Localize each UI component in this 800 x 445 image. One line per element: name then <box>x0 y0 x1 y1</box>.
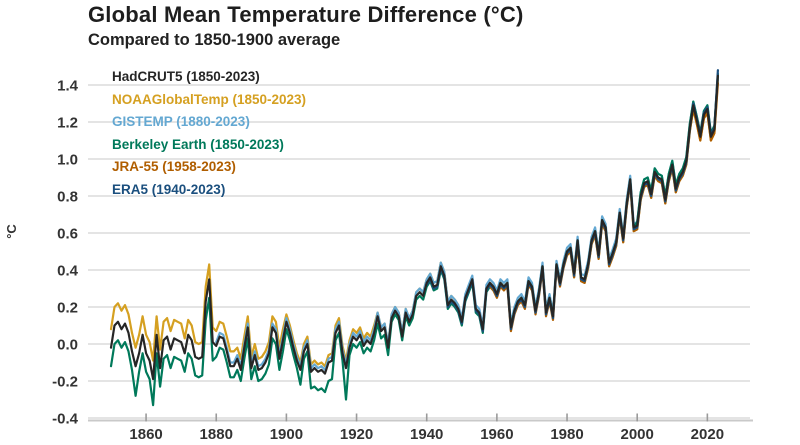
x-tick-label: 1860 <box>129 426 162 443</box>
y-tick-label: 0.4 <box>57 263 79 280</box>
series-line-jra55 <box>488 82 720 333</box>
y-tick-label: 0.6 <box>57 226 78 243</box>
x-tick-label: 1900 <box>270 426 303 443</box>
x-tick-label: 1940 <box>410 426 443 443</box>
series-line-hadcrut5 <box>109 74 720 381</box>
legend: HadCRUT5 (1850-2023) NOAAGlobalTemp (1850… <box>112 66 306 202</box>
chart-title: Global Mean Temperature Difference (°C) <box>88 2 524 27</box>
legend-item-gistemp: GISTEMP (1880-2023) <box>112 114 250 130</box>
y-tick-label: 0.0 <box>57 337 78 354</box>
legend-item-era5: ERA5 (1940-2023) <box>112 181 226 197</box>
y-tick-label: 1.2 <box>57 115 78 132</box>
y-tick-label: 1.4 <box>57 78 79 95</box>
x-tick-label: 1920 <box>340 426 373 443</box>
y-tick-label: 1.0 <box>57 152 78 169</box>
y-tick-label: 0.8 <box>57 189 78 206</box>
chart-subtitle: Compared to 1850-1900 average <box>88 31 341 49</box>
x-tick-label: 1880 <box>200 426 233 443</box>
x-tick-label: 2020 <box>691 426 724 443</box>
legend-item-hadcrut5: HadCRUT5 (1850-2023) <box>112 69 260 84</box>
x-tick-label: 1980 <box>550 426 583 443</box>
x-tick-label: 1960 <box>480 426 513 443</box>
y-tick-label: -0.2 <box>52 374 78 391</box>
legend-item-berkeley-earth: Berkeley Earth (1850-2023) <box>112 136 284 152</box>
legend-item-jra55: JRA-55 (1958-2023) <box>112 159 236 175</box>
y-tick-label: 0.2 <box>57 300 78 317</box>
series-line-era5 <box>425 69 720 333</box>
x-tick-label: 2000 <box>621 426 654 443</box>
y-tick-label: -0.4 <box>52 411 79 428</box>
legend-item-noaaglobaltemp: NOAAGlobalTemp (1850-2023) <box>112 91 307 107</box>
